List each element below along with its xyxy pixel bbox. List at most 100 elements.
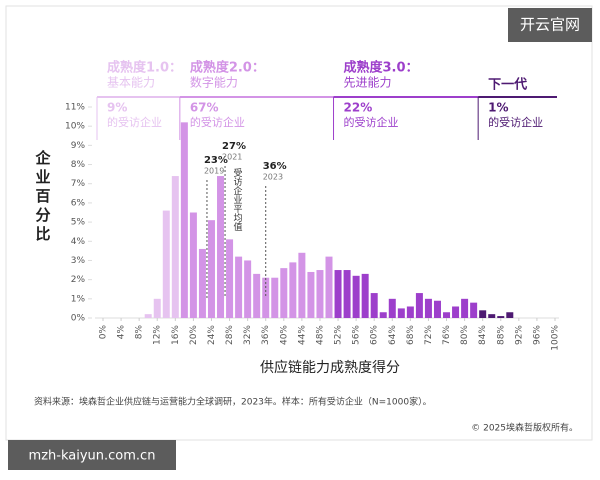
stage-subtitle: 先进能力 [344,76,392,90]
x-tick-label: 64% [388,325,398,345]
x-axis-label: 供应链能力成熟度得分 [260,359,400,376]
x-tick-label: 72% [424,325,434,345]
stage-title: 成熟度2.0： [190,60,265,76]
bar [406,306,414,318]
x-tick-label: 36% [261,325,271,345]
x-tick-label: 16% [171,325,181,345]
x-tick-label: 4% [117,325,127,340]
y-tick-label: 4% [71,237,86,247]
bar [370,293,378,318]
copyright: © 2025埃森哲版权所有。 [471,422,578,434]
x-tick-label: 92% [514,325,524,345]
bar [452,306,460,318]
bar [180,122,188,318]
y-tick-label: 0% [71,314,86,324]
bar [497,316,505,318]
average-note: 受访企业平均值 [232,167,243,231]
watermark-box [8,440,176,470]
bar [488,314,496,318]
watermark-box [508,8,592,42]
average-label: 23% [204,155,228,166]
x-tick-label: 60% [370,325,380,345]
x-tick-label: 56% [352,325,362,345]
stage-title: 成熟度1.0： [107,60,182,76]
bar [289,262,297,318]
stage-title: 成熟度3.0： [344,60,419,76]
y-axis-label: 企业百分比 [34,149,52,245]
bar [153,298,161,318]
bar [217,176,225,318]
y-tick-label: 8% [71,160,86,170]
bar [424,298,432,318]
bar [235,256,243,318]
y-tick-label: 1% [71,294,86,304]
stage-note: 的受访企业 [107,115,162,129]
x-tick-label: 24% [207,325,217,345]
x-tick-label: 12% [153,325,163,345]
bar [298,252,306,318]
stage-share: 22% [344,101,373,115]
bar [144,314,152,318]
x-tick-label: 80% [460,325,470,345]
x-tick-label: 40% [279,325,289,345]
y-tick-label: 7% [71,179,86,189]
x-tick-label: 32% [243,325,253,345]
x-tick-label: 68% [406,325,416,345]
bar [506,312,514,318]
average-year: 2021 [222,153,242,162]
bar [470,302,478,318]
y-tick-label: 10% [65,122,85,132]
x-tick-label: 100% [551,325,561,351]
x-tick-label: 84% [478,325,488,345]
bar [379,312,387,318]
bar [198,248,206,318]
average-year: 2023 [263,173,283,182]
bar [271,277,279,318]
y-tick-label: 3% [71,256,86,266]
bar [334,270,342,318]
watermark: mzh-kaiyun.com.cn [29,449,156,464]
x-tick-label: 28% [225,325,235,345]
y-tick-label: 11% [65,103,85,113]
x-tick-label: 96% [532,325,542,345]
bar [262,277,270,318]
stage-note: 的受访企业 [190,115,245,129]
bar [415,293,423,318]
stage-share: 1% [488,101,508,115]
bar [207,220,215,318]
bar [162,210,170,318]
y-tick-label: 9% [71,141,86,151]
stage-share: 67% [190,101,219,115]
card [5,5,593,441]
bar [226,239,234,318]
bar [433,300,441,318]
bar [253,273,261,318]
bar [325,256,333,318]
x-tick-label: 76% [442,325,452,345]
average-year: 2019 [204,167,224,176]
bar [361,273,369,318]
bar [244,260,252,318]
bar [280,268,288,318]
bar [343,270,351,318]
y-tick-label: 5% [71,218,86,228]
x-tick-label: 20% [189,325,199,345]
stage-note: 的受访企业 [344,115,399,129]
bar [171,176,179,318]
watermark: 开云官网 [520,16,580,34]
bar [316,270,324,318]
x-tick-label: 52% [334,325,344,345]
x-tick-label: 88% [496,325,506,345]
stage-title: 下一代 [488,77,527,93]
x-tick-label: 44% [297,325,307,345]
average-label: 36% [263,161,287,172]
stage-subtitle: 基本能力 [107,76,155,90]
stage-share: 9% [107,101,127,115]
bar [397,308,405,318]
x-tick-label: 8% [135,325,145,340]
x-tick-label: 48% [315,325,325,345]
y-tick-label: 2% [71,275,86,285]
x-tick-label: 0% [99,325,109,340]
